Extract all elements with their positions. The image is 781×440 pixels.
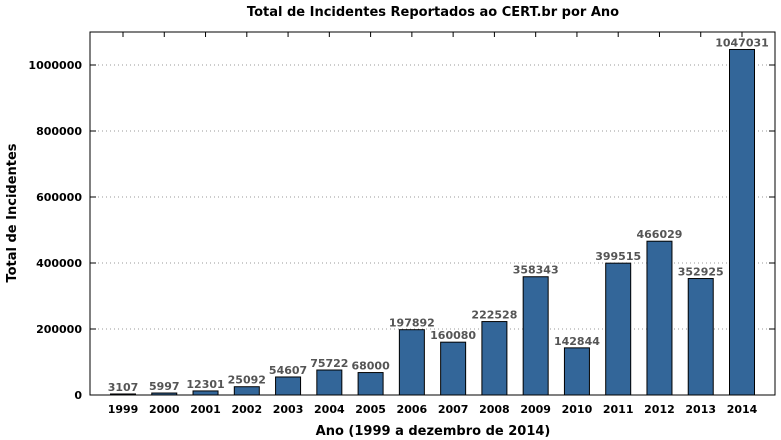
bar-2009 xyxy=(522,276,549,396)
bar-2005 xyxy=(357,372,384,396)
x-axis-title: Ano (1999 a dezembro de 2014) xyxy=(316,424,551,439)
x-tick-label-2003: 2003 xyxy=(273,403,304,416)
bar-2002 xyxy=(233,386,260,396)
x-tick-label-2008: 2008 xyxy=(479,403,510,416)
value-label-2008: 222528 xyxy=(471,309,517,322)
x-tick-label-2006: 2006 xyxy=(397,403,428,416)
x-tick-label-2011: 2011 xyxy=(603,403,634,416)
y-tick-label: 1000000 xyxy=(28,59,82,72)
bar-2011 xyxy=(605,262,632,396)
x-tick-label-2009: 2009 xyxy=(520,403,551,416)
chart-title: Total de Incidentes Reportados ao CERT.b… xyxy=(247,5,619,20)
bar-2010 xyxy=(563,347,590,396)
value-label-2009: 358343 xyxy=(513,264,559,277)
x-tick-label-2013: 2013 xyxy=(685,403,716,416)
y-tick-label: 200000 xyxy=(36,323,82,336)
value-label-2004: 75722 xyxy=(310,357,348,370)
x-tick-label-2002: 2002 xyxy=(231,403,262,416)
value-label-2002: 25092 xyxy=(228,374,266,387)
bar-2004 xyxy=(316,369,343,396)
bar-2014 xyxy=(729,48,755,396)
y-tick-label: 800000 xyxy=(36,125,82,138)
x-tick-label-2004: 2004 xyxy=(314,403,345,416)
y-tick-label: 0 xyxy=(74,389,82,402)
y-axis-title: Total de Incidentes xyxy=(5,143,20,282)
x-tick-label-2014: 2014 xyxy=(727,403,758,416)
value-label-2012: 466029 xyxy=(636,228,682,241)
x-tick-label-1999: 1999 xyxy=(108,403,139,416)
labels: 0 200000 400000 600000 800000 1000000 1999 3107… xyxy=(28,36,768,416)
x-tick-label-2005: 2005 xyxy=(355,403,386,416)
value-label-2014: 1047031 xyxy=(715,36,769,49)
bar-2012 xyxy=(646,240,673,396)
x-tick-label-2012: 2012 xyxy=(644,403,675,416)
value-label-2000: 5997 xyxy=(149,380,180,393)
ticks xyxy=(90,32,775,396)
bar-2003 xyxy=(275,376,302,396)
bar-2007 xyxy=(440,341,467,396)
value-label-2001: 12301 xyxy=(186,378,224,391)
x-tick-label-2001: 2001 xyxy=(190,403,221,416)
bar-2001 xyxy=(192,390,219,396)
value-label-2010: 142844 xyxy=(554,335,600,348)
value-label-2011: 399515 xyxy=(595,250,641,263)
value-label-1999: 3107 xyxy=(108,381,139,394)
value-label-2006: 197892 xyxy=(389,317,435,330)
bar-2006 xyxy=(398,329,425,396)
bar-2013 xyxy=(687,278,714,396)
value-label-2005: 68000 xyxy=(351,360,390,373)
y-tick-label: 400000 xyxy=(36,257,82,270)
bars xyxy=(110,48,755,396)
y-tick-label: 600000 xyxy=(36,191,82,204)
x-tick-label-2007: 2007 xyxy=(438,403,469,416)
plot-frame xyxy=(89,31,776,396)
value-label-2013: 352925 xyxy=(678,266,724,279)
bar-2008 xyxy=(481,321,508,396)
x-tick-label-2000: 2000 xyxy=(149,403,180,416)
x-tick-label-2010: 2010 xyxy=(562,403,593,416)
value-label-2003: 54607 xyxy=(269,364,307,377)
value-label-2007: 160080 xyxy=(430,329,476,342)
